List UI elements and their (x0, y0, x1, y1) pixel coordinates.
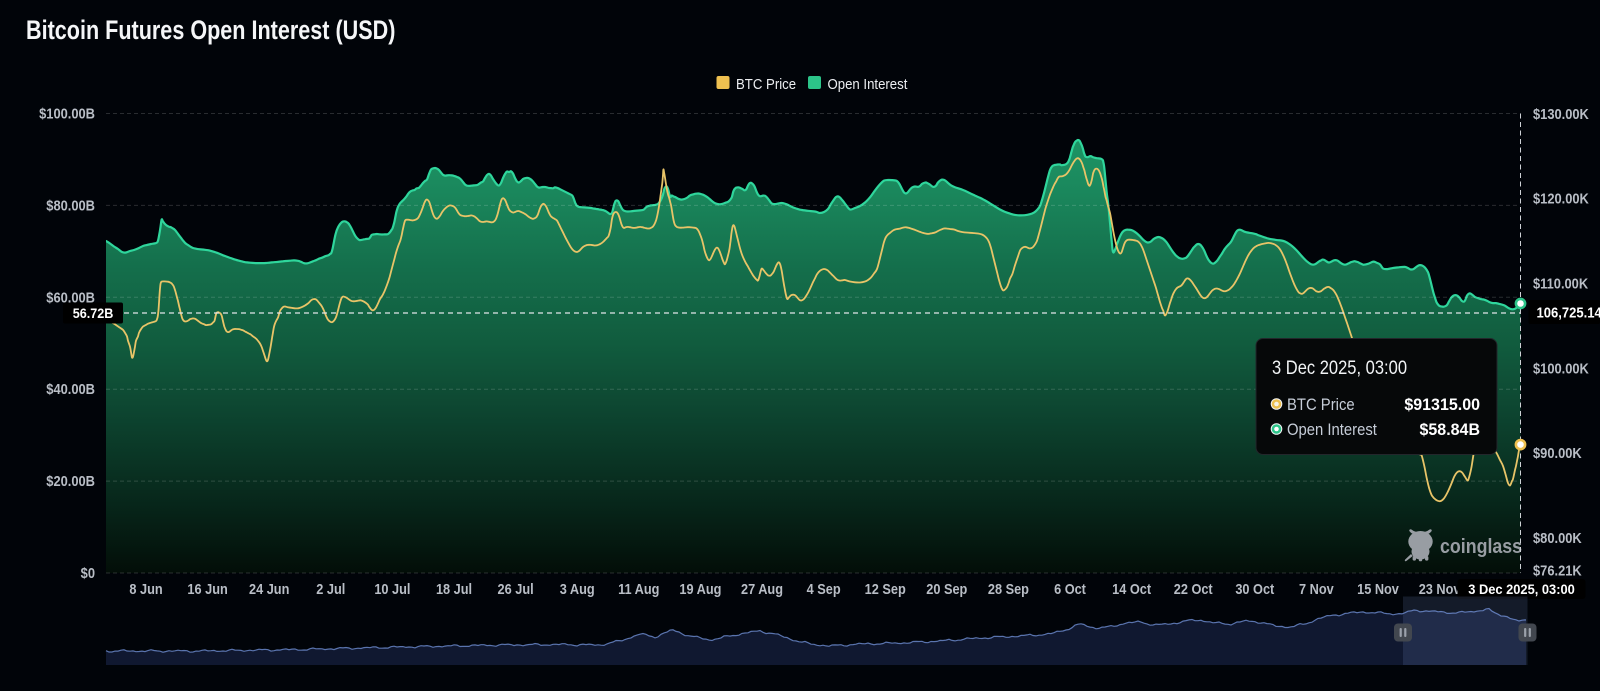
svg-text:$58.84B: $58.84B (1420, 421, 1480, 439)
svg-text:19 Aug: 19 Aug (679, 580, 721, 597)
svg-text:$100.00B: $100.00B (39, 105, 95, 122)
svg-text:28 Sep: 28 Sep (988, 580, 1029, 597)
svg-text:3 Dec 2025, 03:00: 3 Dec 2025, 03:00 (1468, 582, 1575, 598)
svg-text:Bitcoin Futures Open Interest: Bitcoin Futures Open Interest (USD) (26, 16, 395, 46)
svg-text:$76.21K: $76.21K (1533, 562, 1582, 579)
svg-text:Open Interest: Open Interest (828, 75, 908, 92)
svg-text:$110.00K: $110.00K (1533, 275, 1588, 292)
svg-text:3 Aug: 3 Aug (560, 580, 595, 597)
svg-text:11 Aug: 11 Aug (618, 580, 659, 597)
svg-text:$0: $0 (81, 564, 96, 581)
svg-text:BTC Price: BTC Price (736, 75, 796, 92)
svg-text:$130.00K: $130.00K (1533, 105, 1589, 122)
svg-text:10 Jul: 10 Jul (374, 580, 410, 597)
svg-text:12 Sep: 12 Sep (865, 580, 906, 597)
svg-text:$91315.00: $91315.00 (1404, 396, 1480, 414)
svg-text:2 Jul: 2 Jul (316, 580, 345, 597)
svg-text:3 Dec 2025, 03:00: 3 Dec 2025, 03:00 (1272, 357, 1407, 378)
svg-text:22 Oct: 22 Oct (1174, 580, 1213, 597)
svg-text:$40.00B: $40.00B (46, 380, 95, 397)
svg-text:14 Oct: 14 Oct (1112, 580, 1151, 597)
svg-text:18 Jul: 18 Jul (436, 580, 472, 597)
svg-text:23 Nov: 23 Nov (1419, 580, 1461, 597)
svg-text:coinglass: coinglass (1440, 536, 1522, 558)
svg-text:20 Sep: 20 Sep (926, 580, 967, 597)
svg-text:$80.00K: $80.00K (1533, 529, 1582, 546)
svg-text:7 Nov: 7 Nov (1299, 580, 1334, 597)
svg-text:56.72B: 56.72B (73, 305, 114, 321)
svg-text:$90.00K: $90.00K (1533, 444, 1582, 461)
svg-text:Open Interest: Open Interest (1287, 421, 1378, 439)
svg-text:6 Oct: 6 Oct (1054, 580, 1086, 597)
svg-text:26 Jul: 26 Jul (498, 580, 534, 597)
svg-text:BTC Price: BTC Price (1287, 396, 1355, 414)
svg-text:$120.00K: $120.00K (1533, 190, 1589, 207)
svg-text:4 Sep: 4 Sep (807, 580, 841, 597)
svg-text:$20.00B: $20.00B (46, 472, 95, 489)
svg-text:$80.00B: $80.00B (46, 196, 95, 213)
svg-text:30 Oct: 30 Oct (1235, 580, 1274, 597)
svg-text:8 Jun: 8 Jun (129, 580, 162, 597)
svg-text:27 Aug: 27 Aug (741, 580, 783, 597)
svg-text:24 Jun: 24 Jun (249, 580, 289, 597)
svg-text:16 Jun: 16 Jun (187, 580, 227, 597)
svg-text:$60.00B: $60.00B (46, 288, 95, 305)
svg-text:15 Nov: 15 Nov (1357, 580, 1399, 597)
svg-text:106,725.14: 106,725.14 (1537, 304, 1600, 321)
svg-text:$100.00K: $100.00K (1533, 359, 1589, 376)
